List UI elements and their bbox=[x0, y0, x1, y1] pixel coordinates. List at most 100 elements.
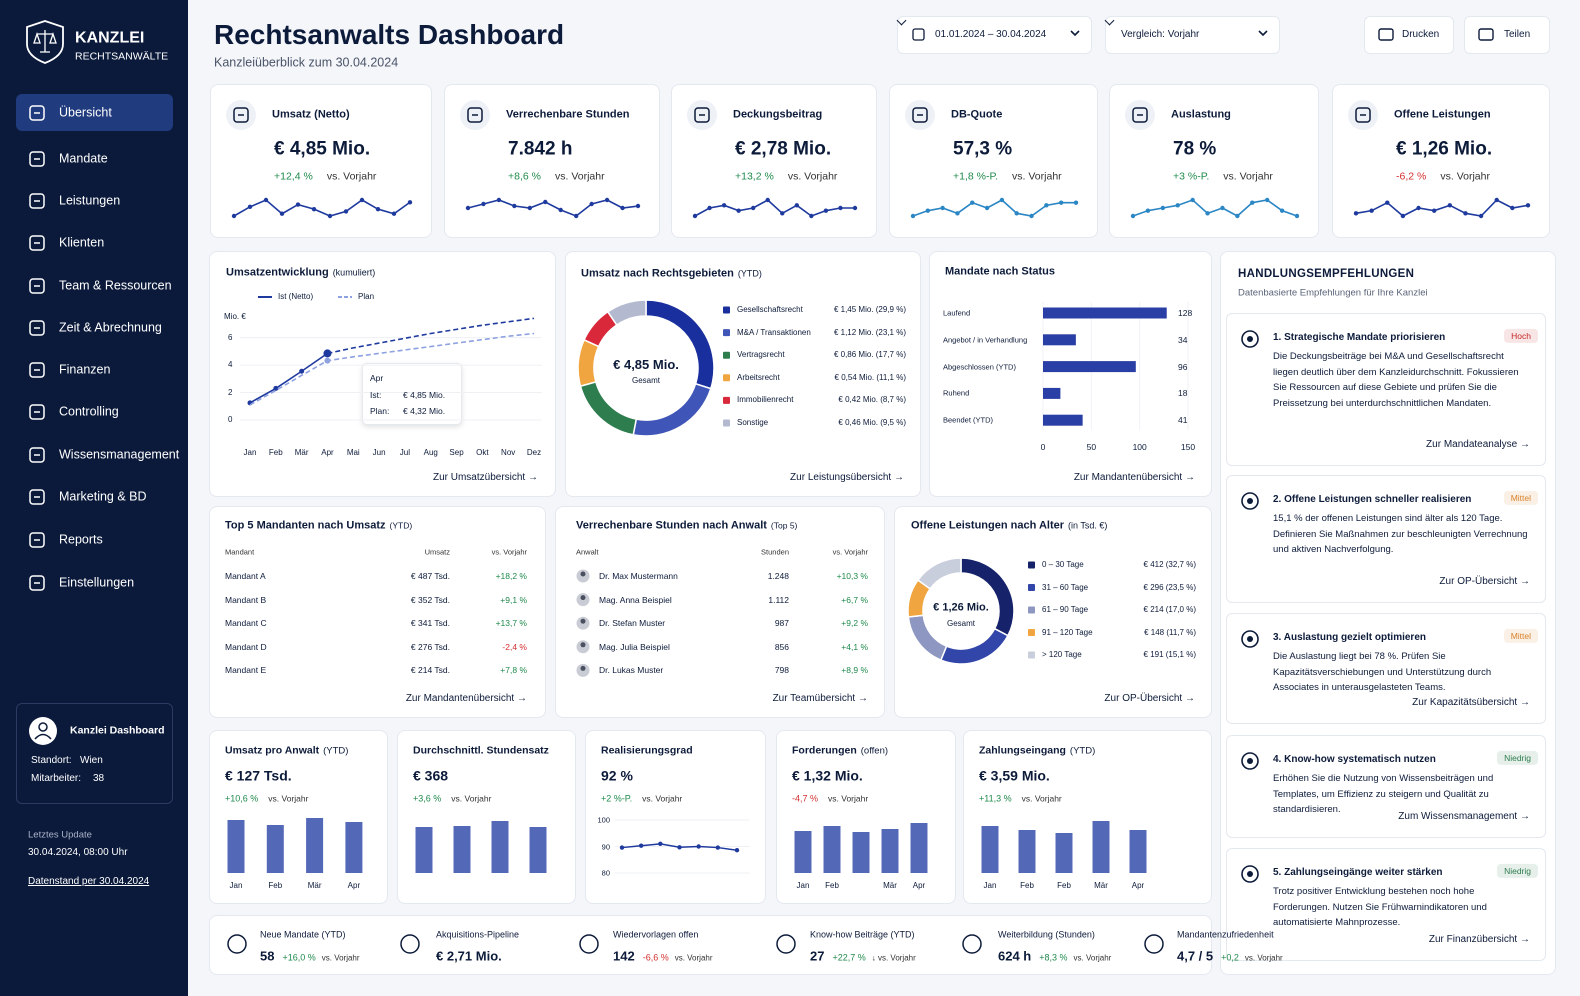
avatar bbox=[34, 733, 52, 740]
bar bbox=[1043, 361, 1136, 373]
nav-item[interactable]: Zeit & Abrechnung bbox=[59, 320, 162, 335]
bar bbox=[415, 827, 433, 873]
nav-item[interactable]: Klienten bbox=[59, 235, 105, 250]
page-title: Rechtsanwalts Dashboard bbox=[214, 19, 565, 51]
y-tick-label: 2 bbox=[228, 387, 233, 397]
sparkline-point bbox=[589, 201, 594, 207]
icon bbox=[1247, 871, 1253, 877]
sparkline-point bbox=[1145, 208, 1151, 213]
priority-badge: Mittel bbox=[1503, 628, 1538, 644]
link[interactable]: Zur Kapazitätsübersicht bbox=[1412, 697, 1530, 709]
sparkline-point bbox=[984, 205, 990, 211]
sparkline-point bbox=[558, 207, 563, 213]
label: +10,6 % bbox=[225, 793, 259, 804]
avatar bbox=[580, 642, 586, 648]
comparison[interactable]: Vergleich: Vorjahr bbox=[1121, 29, 1200, 40]
sparkline-point bbox=[1250, 200, 1255, 205]
link[interactable]: Zur Teamübersicht bbox=[773, 693, 868, 705]
recommendation-title: 5. Zahlungseingänge weiter stärken bbox=[1273, 867, 1443, 878]
nav-item[interactable]: Reports bbox=[59, 532, 103, 547]
kpi-delta: +8,6 % vs. Vorjahr bbox=[508, 165, 605, 184]
table-cell: +7,8 % bbox=[500, 665, 527, 676]
table-cell: +9,1 % bbox=[500, 594, 527, 605]
compare: vs. Vorjahr bbox=[1440, 170, 1490, 183]
x-tick-label: 0 bbox=[1040, 441, 1046, 452]
nav-item[interactable]: Übersicht bbox=[59, 105, 112, 120]
sparkline-point bbox=[1044, 203, 1049, 208]
nav-item[interactable]: Mandate bbox=[59, 151, 108, 166]
legend-label: 61 – 90 Tage bbox=[1042, 605, 1089, 615]
label: Durchschnittl. Stundensatz bbox=[413, 744, 549, 757]
nav-item[interactable]: Team & Ressourcen bbox=[59, 278, 172, 293]
stat-label: Weiterbildung (Stunden) bbox=[998, 929, 1095, 940]
delta: +12,4 % bbox=[274, 170, 313, 183]
label: (YTD) bbox=[1069, 745, 1096, 757]
link[interactable]: Zur Umsatzübersicht bbox=[433, 472, 538, 484]
nav-item[interactable]: Wissensmanagement bbox=[59, 447, 180, 462]
x-tick-label: Aug bbox=[423, 448, 438, 458]
link[interactable]: Zur Mandantenübersicht bbox=[406, 693, 527, 705]
nav-active[interactable] bbox=[16, 94, 173, 131]
point bbox=[273, 385, 279, 391]
x-tick-label: 50 bbox=[1086, 441, 1097, 452]
table-cell: +10,3 % bbox=[836, 570, 868, 581]
sparkline-point bbox=[794, 203, 800, 208]
dropdown[interactable] bbox=[1105, 16, 1280, 54]
column-header: Umsatz bbox=[424, 547, 450, 557]
sparkline-point bbox=[1130, 213, 1136, 219]
nav-item[interactable]: Marketing & BD bbox=[59, 489, 147, 504]
sparkline-point bbox=[736, 208, 741, 213]
link[interactable]: Zur OP-Übersicht bbox=[1439, 576, 1530, 588]
icon bbox=[912, 107, 928, 123]
panel-title: Mandate nach Status bbox=[945, 265, 1056, 278]
date-range[interactable]: 01.01.2024 – 30.04.2024 bbox=[935, 29, 1047, 40]
category-label: Angebot / in Verhandlung bbox=[943, 335, 1028, 345]
link[interactable]: Zur Mandantenübersicht bbox=[1074, 472, 1195, 484]
label: Top 5 Mandanten nach Umsatz bbox=[225, 519, 386, 532]
link[interactable]: Datenstand per 30.04.2024 bbox=[28, 876, 150, 887]
sparkline-point bbox=[1353, 211, 1359, 216]
compare: vs. Vorjahr bbox=[1012, 170, 1062, 183]
icon bbox=[29, 193, 45, 209]
bar bbox=[1043, 414, 1083, 426]
link[interactable]: Zur Leistungsübersicht bbox=[790, 472, 904, 484]
legend-label: > 120 Tage bbox=[1042, 650, 1082, 660]
button-label[interactable]: Teilen bbox=[1504, 29, 1531, 40]
avatar bbox=[580, 665, 586, 671]
mini-card bbox=[397, 730, 576, 904]
x-tick-label: Apr bbox=[347, 881, 361, 891]
sparkline-point bbox=[496, 197, 502, 203]
nav-item[interactable]: Einstellungen bbox=[59, 575, 135, 590]
label: (YTD) bbox=[737, 268, 762, 279]
category-label: Laufend bbox=[943, 308, 971, 318]
sparkline-point bbox=[311, 206, 317, 212]
bar bbox=[981, 826, 999, 873]
sparkline bbox=[1355, 199, 1529, 217]
link[interactable]: Zur Mandateanalyse bbox=[1426, 439, 1530, 451]
button-label[interactable]: Drucken bbox=[1402, 29, 1440, 40]
table-cell: € 276 Tsd. bbox=[410, 641, 450, 652]
point bbox=[696, 844, 701, 849]
nav-item[interactable]: Leistungen bbox=[59, 193, 121, 208]
chevron bbox=[1070, 30, 1080, 37]
table-cell: € 341 Tsd. bbox=[410, 618, 450, 629]
nav-item[interactable]: Finanzen bbox=[59, 362, 111, 377]
label: Mitarbeiter: bbox=[31, 773, 82, 784]
link[interactable]: Zum Wissensmanagement bbox=[1398, 811, 1530, 823]
sparkline-point bbox=[604, 197, 610, 203]
table-cell: € 487 Tsd. bbox=[410, 570, 450, 581]
mini-card bbox=[776, 730, 956, 904]
panel-title: Realisierungsgrad bbox=[601, 739, 693, 758]
sparkline-point bbox=[721, 203, 727, 208]
nav-item[interactable]: Controlling bbox=[59, 404, 119, 419]
x-tick-label: Mär bbox=[307, 881, 322, 891]
dropdown[interactable] bbox=[897, 16, 1092, 54]
link[interactable]: Zur OP-Übersicht bbox=[1104, 693, 1195, 705]
legend-label: 31 – 60 Tage bbox=[1042, 582, 1089, 592]
sparkline-point bbox=[1494, 197, 1499, 203]
profile-card bbox=[16, 703, 173, 804]
label: Wien bbox=[80, 755, 103, 766]
link[interactable]: Zur Finanzübersicht bbox=[1429, 934, 1530, 946]
point bbox=[638, 843, 644, 848]
sparkline bbox=[233, 199, 411, 217]
